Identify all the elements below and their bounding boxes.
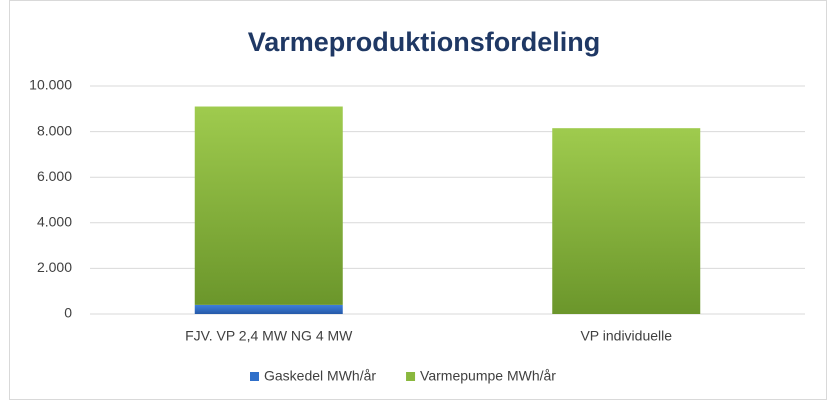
y-tick-label: 0 xyxy=(64,305,72,321)
bar-segment xyxy=(194,304,343,314)
chart-title: Varmeproduktionsfordeling xyxy=(248,27,601,57)
y-tick-label: 6.000 xyxy=(37,168,72,184)
bar-segment xyxy=(552,128,701,314)
y-tick-label: 8.000 xyxy=(37,122,72,138)
y-tick-label: 10.000 xyxy=(29,77,72,93)
x-tick-label: VP individuelle xyxy=(580,328,672,344)
x-tick-label: FJV. VP 2,4 MW NG 4 MW xyxy=(185,328,353,344)
y-tick-label: 2.000 xyxy=(37,259,72,275)
legend-swatch xyxy=(406,372,416,381)
legend-swatch xyxy=(250,372,259,381)
y-tick-label: 4.000 xyxy=(37,214,72,230)
bar-segment xyxy=(194,106,343,305)
chart-border xyxy=(9,0,827,400)
legend-label: Gaskedel MWh/år xyxy=(264,368,376,384)
legend-label: Varmepumpe MWh/år xyxy=(420,368,556,384)
